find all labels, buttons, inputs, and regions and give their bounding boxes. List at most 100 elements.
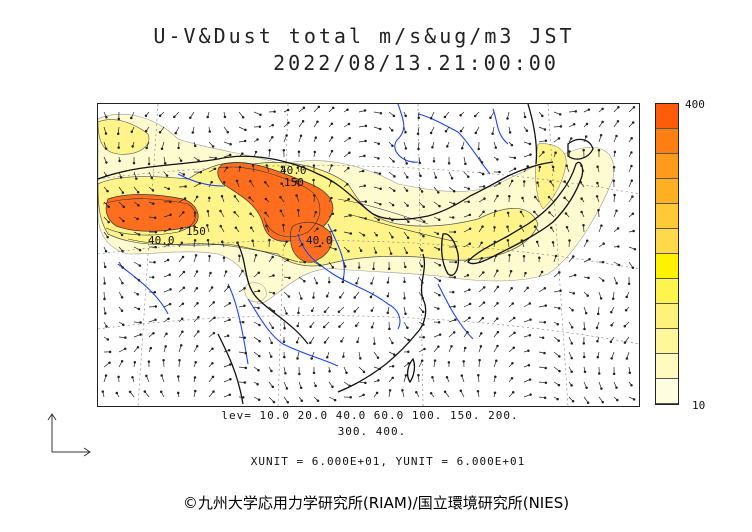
wind-vector-head xyxy=(243,287,246,290)
wind-vector-head xyxy=(521,196,524,200)
wind-vector-head xyxy=(333,398,337,402)
wind-vector-head xyxy=(468,316,471,320)
wind-vector-head xyxy=(364,124,368,128)
colorbar-swatch xyxy=(656,104,678,129)
wind-vector-head xyxy=(137,204,140,207)
wind-vector-head xyxy=(405,189,409,192)
wind-vector-head xyxy=(631,212,635,216)
reference-vector-icon xyxy=(47,413,91,457)
wind-vector-head xyxy=(160,374,163,377)
wind-vector-head xyxy=(212,331,216,335)
wind-vector-head xyxy=(177,375,180,378)
wind-vector-head xyxy=(181,330,184,334)
colorbar-swatch xyxy=(656,279,678,304)
wind-vector-head xyxy=(346,108,349,111)
wind-vector-head xyxy=(542,151,545,154)
wind-vector-head xyxy=(467,200,470,203)
wind-vector-head xyxy=(318,244,322,248)
wind-vector-head xyxy=(228,393,232,396)
wind-vector-head xyxy=(511,391,515,394)
wind-vector-head xyxy=(331,266,335,269)
wind-vector-head xyxy=(377,379,380,382)
wind-vector-head xyxy=(494,375,497,378)
wind-vector-head xyxy=(105,115,108,119)
wind-vector-head xyxy=(558,355,561,358)
wind-vector-head xyxy=(244,351,248,355)
wind-vector-head xyxy=(117,375,120,379)
colorbar-max-label: 400 xyxy=(685,98,705,111)
wind-vector-head xyxy=(369,295,373,299)
wind-vector-head xyxy=(108,350,112,354)
wind-vector-head xyxy=(466,274,470,277)
wind-vector-head xyxy=(613,193,616,197)
wind-vector-head xyxy=(297,150,301,154)
wind-vector-head xyxy=(431,146,434,149)
wind-vector-head xyxy=(177,146,180,150)
wind-vector-head xyxy=(213,316,216,319)
colorbar-swatch xyxy=(656,179,678,204)
wind-vector-head xyxy=(554,151,557,154)
wind-vector-head xyxy=(599,297,603,300)
wind-vector-head xyxy=(206,115,209,119)
wind-vector-head xyxy=(271,326,275,330)
wind-vector-head xyxy=(330,136,334,139)
wind-vector-head xyxy=(496,194,499,198)
wind-vector-head xyxy=(510,286,513,290)
wind-vector-head xyxy=(558,113,562,116)
wind-vector-head xyxy=(480,332,483,335)
wind-vector-head xyxy=(511,362,514,365)
wind-vector-head xyxy=(564,212,568,215)
dust-area-japan xyxy=(535,143,567,210)
wind-vector-head xyxy=(374,251,378,254)
dust-map: 40.0 150 40.0 150 40.0 xyxy=(97,103,640,407)
wind-vector-head xyxy=(101,390,105,393)
map-timestamp: 2022/08/13.21:00:00 xyxy=(273,51,559,75)
wind-vector-head xyxy=(108,361,111,365)
wind-vector-head xyxy=(225,166,229,169)
wind-vector-head xyxy=(197,330,200,333)
wind-vector-head xyxy=(446,145,449,148)
wind-vector-head xyxy=(496,302,499,305)
wind-vector-head xyxy=(331,106,335,110)
wind-vector-head xyxy=(243,304,246,308)
wind-vector-head xyxy=(286,258,290,262)
wind-vector-head xyxy=(498,182,501,185)
wind-vector-head xyxy=(429,117,433,120)
wind-vector-head xyxy=(162,358,165,362)
wind-vector-head xyxy=(436,232,440,235)
wind-vector-head xyxy=(572,255,575,258)
wind-vector-head xyxy=(362,393,365,397)
wind-vector-head xyxy=(529,153,532,156)
wind-vector-head xyxy=(508,131,512,134)
wind-vector-head xyxy=(327,280,331,284)
wind-vector-head xyxy=(587,108,591,111)
wind-vector-head xyxy=(182,173,186,176)
wind-vector-head xyxy=(342,355,345,358)
wind-vector-head xyxy=(349,214,352,217)
wind-vector-head xyxy=(117,146,120,149)
wind-vector-head xyxy=(251,164,255,167)
wind-vector-head xyxy=(570,370,573,373)
wind-vector-head xyxy=(447,361,451,364)
wind-vector-head xyxy=(325,294,329,298)
wind-vector-head xyxy=(363,184,366,188)
wind-vector-head xyxy=(229,377,232,381)
wind-vector-head xyxy=(468,288,471,291)
wind-vector-head xyxy=(391,218,394,222)
wind-vector-head xyxy=(233,210,236,214)
wind-vector-head xyxy=(143,390,147,393)
wind-vector-head xyxy=(219,224,222,228)
wind-vector-head xyxy=(528,302,532,305)
wind-vector-head xyxy=(364,381,367,385)
wind-vector-head xyxy=(459,114,462,117)
wind-vector-head xyxy=(309,325,312,329)
wind-vector-head xyxy=(197,316,200,319)
japan-hokkaido xyxy=(567,138,594,160)
wind-vector-head xyxy=(601,107,604,111)
wind-vector-head xyxy=(316,120,319,124)
wind-vector-head xyxy=(121,281,124,285)
wind-vector-head xyxy=(128,390,132,394)
wind-vector-head xyxy=(568,239,571,242)
wind-vector-head xyxy=(389,252,393,255)
wind-vector-head xyxy=(283,326,286,330)
